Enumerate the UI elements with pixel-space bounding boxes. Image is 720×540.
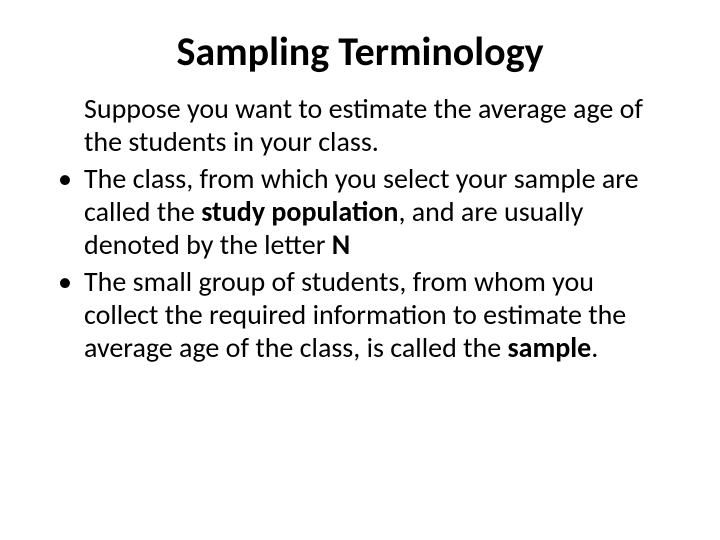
intro-paragraph: Suppose you want to estimate the average… [84, 92, 670, 158]
bullet1-bold-n: N [332, 227, 350, 262]
bullet-list: The class, from which you select your sa… [50, 162, 670, 364]
slide: Sampling Terminology Suppose you want to… [0, 0, 720, 540]
slide-title: Sampling Terminology [50, 30, 670, 74]
slide-body: Suppose you want to estimate the average… [50, 92, 670, 368]
bullet2-bold-sample: sample [507, 330, 591, 365]
bullet2-post: . [591, 330, 598, 365]
bullet-item-2: The small group of students, from whom y… [50, 265, 670, 364]
bullet1-bold-study-population: study population [201, 194, 398, 229]
bullet-item-1: The class, from which you select your sa… [50, 162, 670, 261]
